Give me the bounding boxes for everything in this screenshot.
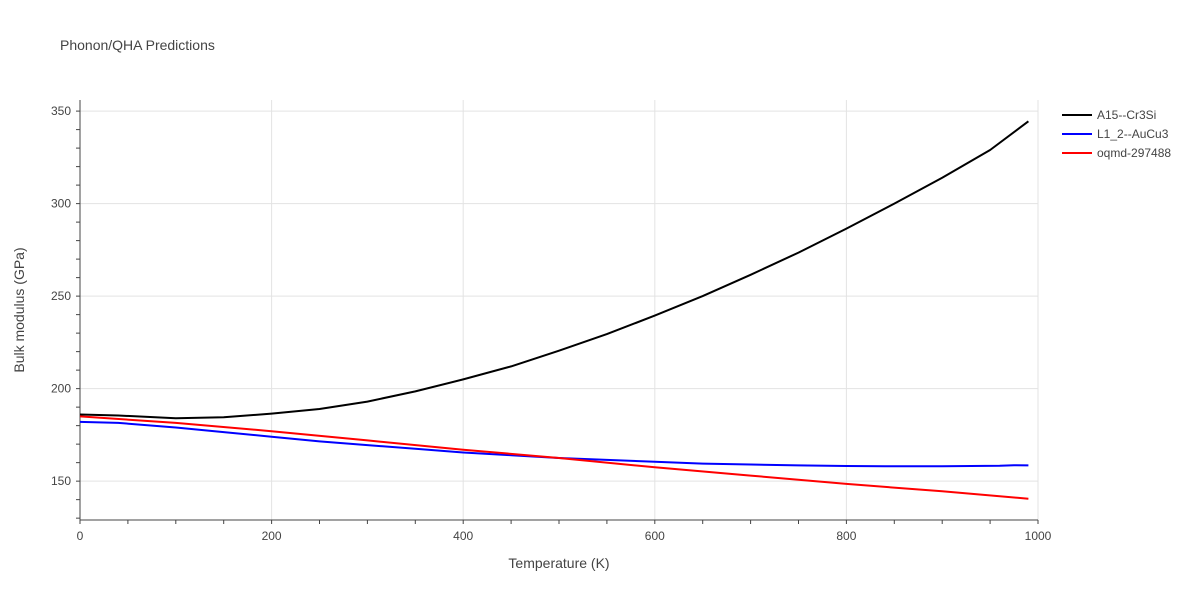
x-tick-label: 1000 (1025, 529, 1052, 543)
y-tick-label: 200 (51, 382, 71, 396)
series-line-3 (79, 415, 1029, 500)
x-tick-label: 0 (77, 529, 84, 543)
y-tick-label: 350 (51, 104, 71, 118)
legend-label: L1_2--AuCu3 (1097, 127, 1169, 141)
y-axis-label: Bulk modulus (GPa) (11, 247, 27, 372)
legend-label: oqmd-297488 (1097, 146, 1171, 160)
legend-item[interactable]: oqmd-297488 (1062, 146, 1171, 160)
y-tick-label: 150 (51, 474, 71, 488)
x-axis-label: Temperature (K) (508, 555, 609, 571)
y-tick-label: 250 (51, 289, 71, 303)
legend-item[interactable]: A15--Cr3Si (1062, 108, 1156, 122)
axes: 0 200 400 600 800 1000 150 200 250 300 350 (51, 100, 1052, 543)
series-line-2 (79, 420, 1029, 468)
series-group (79, 120, 1029, 500)
y-tick-label: 300 (51, 197, 71, 211)
series-line-1 (79, 120, 1029, 420)
x-tick-label: 800 (836, 529, 856, 543)
legend-item[interactable]: L1_2--AuCu3 (1062, 127, 1169, 141)
x-tick-label: 600 (645, 529, 665, 543)
x-tick-label: 400 (453, 529, 473, 543)
legend-label: A15--Cr3Si (1097, 108, 1156, 122)
chart-title: Phonon/QHA Predictions (60, 37, 215, 53)
grid (80, 100, 1039, 520)
legend[interactable]: A15--Cr3Si L1_2--AuCu3 oqmd-297488 (1062, 108, 1171, 160)
x-tick-label: 200 (262, 529, 282, 543)
